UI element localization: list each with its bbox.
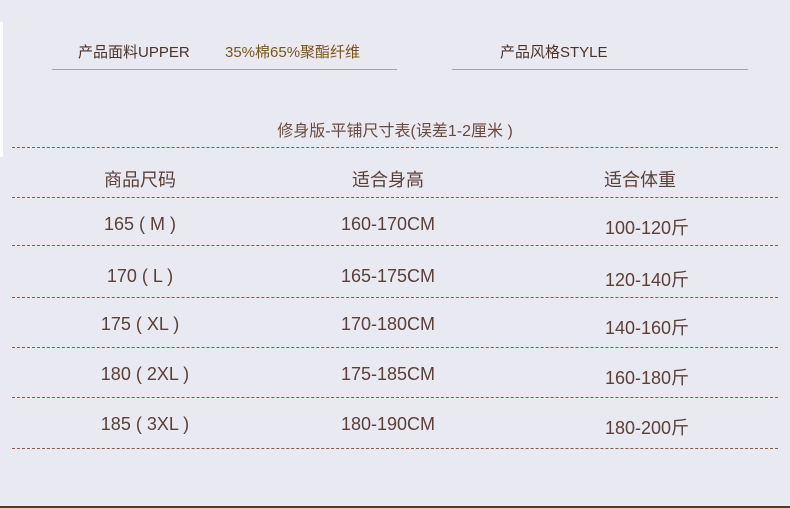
divider — [12, 347, 778, 348]
height-cell: 175-185CM — [340, 364, 436, 384]
size-cell: 165 ( M ) — [103, 214, 177, 234]
divider — [12, 147, 778, 148]
size-cell: 175 ( XL ) — [100, 314, 180, 334]
fabric-label: 产品面料UPPER — [78, 44, 190, 61]
bottom-border — [0, 506, 790, 508]
divider — [12, 297, 778, 298]
style-label: 产品风格STYLE — [500, 44, 608, 61]
weight-cell: 180-200斤 — [604, 418, 690, 438]
header-height: 适合身高 — [352, 170, 424, 190]
height-cell: 160-170CM — [340, 214, 436, 234]
divider — [12, 245, 778, 246]
weight-cell: 160-180斤 — [604, 368, 690, 388]
divider — [12, 197, 778, 198]
divider — [12, 397, 778, 398]
fabric-value: 35%棉65%聚酯纤维 — [225, 44, 361, 61]
style-underline — [452, 69, 748, 70]
fabric-underline — [52, 69, 397, 70]
height-cell: 165-175CM — [340, 266, 436, 286]
weight-cell: 100-120斤 — [604, 218, 690, 238]
size-cell: 170 ( L ) — [106, 266, 174, 286]
height-cell: 180-190CM — [340, 414, 436, 434]
size-table-title: 修身版-平铺尺寸表(误差1-2厘米 ) — [277, 123, 513, 140]
weight-cell: 120-140斤 — [604, 270, 690, 290]
size-cell: 185 ( 3XL ) — [100, 414, 190, 434]
size-cell: 180 ( 2XL ) — [100, 364, 190, 384]
header-size: 商品尺码 — [104, 170, 176, 190]
header-weight: 适合体重 — [604, 170, 676, 190]
height-cell: 170-180CM — [340, 314, 436, 334]
divider — [12, 448, 778, 449]
weight-cell: 140-160斤 — [604, 318, 690, 338]
left-edge-strip — [0, 22, 3, 157]
